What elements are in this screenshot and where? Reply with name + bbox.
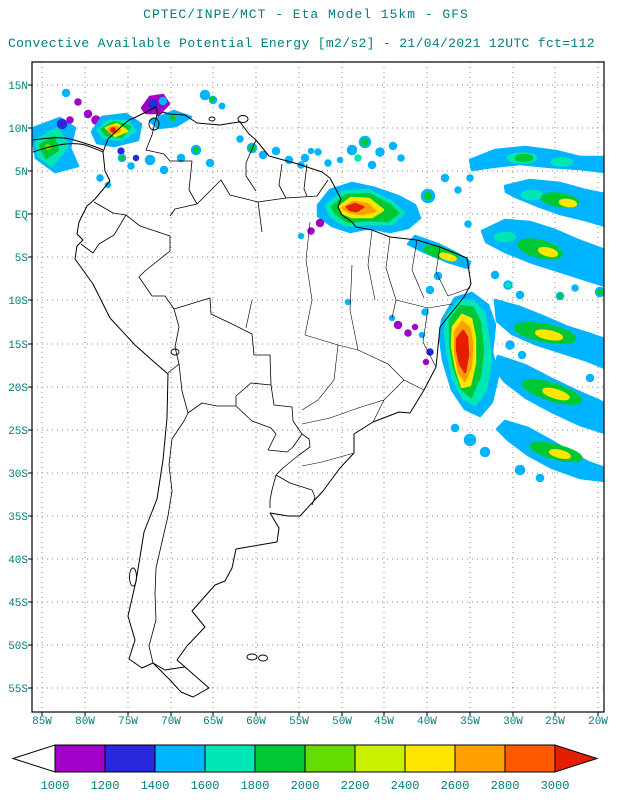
lon-label-50w: 50W [332,716,352,728]
colorbar: 1000 1200 1400 1600 1800 2000 2200 2400 … [11,744,599,793]
lat-label-5n: 5N [15,167,28,179]
trinidad-island [237,115,249,123]
lat-label-35s: 35S [8,512,28,524]
lat-label-15n: 15N [8,81,28,93]
lon-label-80w: 80W [75,716,95,728]
magellan-strait [152,662,186,671]
graticule-grid [32,62,604,712]
lat-label-20s: 20S [8,383,28,395]
colorbar-segment [154,744,206,773]
lon-label-45w: 45W [374,716,394,728]
page-title: CPTEC/INPE/MCT - Eta Model 15km - GFS [143,7,469,22]
lon-label-75w: 75W [118,716,138,728]
south-america-coastline [74,106,472,698]
lat-label-50s: 50S [8,641,28,653]
lon-label-70w: 70W [161,716,181,728]
brazil-state-borders [245,221,471,467]
longitude-axis: 85W 80W 75W 70W 65W 60W 55W 50W 45W 40W … [32,712,608,728]
central-america-coastline [32,143,104,153]
lat-label-10s: 10S [8,296,28,308]
lon-label-85w: 85W [32,716,52,728]
colorbar-right-arrow [554,744,599,773]
lon-label-55w: 55W [289,716,309,728]
colorbar-tick: 2400 [391,779,420,793]
falkland-east-island [258,654,268,662]
falkland-west-island [246,653,258,661]
colorbar-segment [204,744,256,773]
lake-titicaca [170,348,180,356]
lon-label-40w: 40W [417,716,437,728]
country-borders [80,113,329,664]
colorbar-tick: 1200 [91,779,120,793]
geography [32,106,472,698]
lake-maracaibo [148,117,160,131]
lat-label-15s: 15S [8,340,28,352]
colorbar-segment [104,744,156,773]
colorbar-tick: 1400 [141,779,170,793]
latitude-axis: 15N 10N 5N EQ 5S 10S 15S 20S 25S 30S 35S… [8,81,32,696]
colorbar-tick: 2600 [441,779,470,793]
lat-label-5s: 5S [15,253,29,265]
lon-label-65w: 65W [203,716,223,728]
lat-label-25s: 25S [8,426,28,438]
colorbar-segment [304,744,356,773]
lat-label-10n: 10N [8,124,28,136]
lat-label-eq: EQ [15,210,29,222]
panama-north-coastline [32,137,104,151]
cape-shading [32,88,604,483]
colorbar-tick: 2000 [291,779,320,793]
lat-label-45s: 45S [8,598,28,610]
colorbar-tick: 2800 [491,779,520,793]
colorbar-segment [404,744,456,773]
colorbar-segment [354,744,406,773]
colorbar-tick: 1600 [191,779,220,793]
lat-label-40s: 40S [8,555,28,567]
lon-label-60w: 60W [246,716,266,728]
lon-label-35w: 35W [460,716,480,728]
colorbar-tick: 2200 [341,779,370,793]
colorbar-tick: 3000 [541,779,570,793]
colorbar-segment [504,744,556,773]
lon-label-20w: 20W [588,716,608,728]
page-subtitle: Convective Available Potential Energy [m… [8,36,595,51]
lat-label-30s: 30S [8,469,28,481]
colorbar-segment [254,744,306,773]
chiloe-island [129,567,137,587]
lon-label-25w: 25W [545,716,565,728]
margarita-island [208,116,216,122]
lon-label-30w: 30W [503,716,523,728]
colorbar-tick: 1800 [241,779,270,793]
colorbar-segment [454,744,506,773]
colorbar-tick: 1000 [41,779,70,793]
lat-label-55s: 55S [8,684,28,696]
colorbar-segment [54,744,106,773]
colorbar-left-arrow [11,744,56,773]
